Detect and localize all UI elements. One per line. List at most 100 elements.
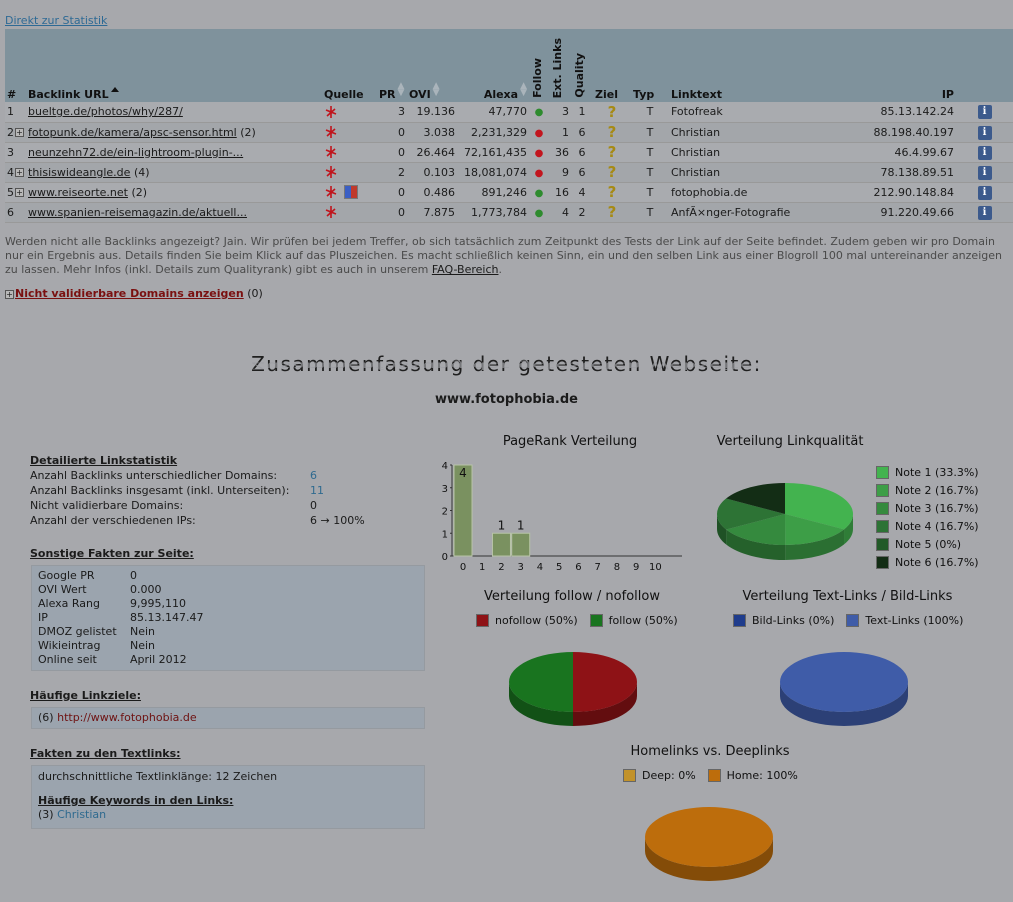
x-tick-label: 8 — [614, 562, 620, 573]
fact-value: 0.000 — [130, 583, 162, 596]
legend-label: Note 1 (33.3%) — [895, 465, 979, 479]
row-num: 4 + — [5, 162, 26, 183]
backlink-count: (4) — [133, 165, 150, 179]
bar-value-label: 4 — [459, 466, 467, 480]
x-tick-label: 6 — [575, 562, 581, 573]
expand-icon[interactable]: + — [15, 128, 24, 137]
fact-label: Online seit — [38, 653, 97, 666]
table-header-row: # Backlink URL Quelle PR▲ ▼ OVI▲ ▼ Alexa▲ ▼… — [5, 29, 1013, 102]
backlink-url[interactable]: www.spanien-reisemagazin.de/aktuell... — [28, 205, 247, 219]
pie-slice-side — [645, 837, 773, 881]
quality-pie-chart — [717, 483, 853, 560]
network-icon[interactable] — [324, 185, 338, 199]
target-help-icon[interactable]: ? — [607, 203, 617, 221]
pie-slice — [780, 652, 908, 712]
row-linktext: Christian — [669, 122, 794, 143]
row-linktext: Fotofreak — [669, 102, 794, 123]
row-ip: 91.220.49.66 — [794, 202, 956, 223]
table-row: 2 + fotopunk.de/kamera/apsc-sensor.html (2… — [5, 122, 1013, 143]
linkstat-value[interactable]: 11 — [310, 484, 324, 497]
network-icon[interactable] — [324, 145, 338, 159]
targets-box: (6) http://www.fotophobia.de — [31, 707, 425, 729]
pagerank-chart-title: PageRank Verteilung — [502, 434, 638, 449]
row-num: 1 — [5, 102, 26, 123]
row-alexa: 891,246 — [457, 182, 529, 203]
fact-row: DMOZ gelistet Nein — [38, 625, 203, 639]
target-help-icon[interactable]: ? — [607, 143, 617, 161]
col-alexa[interactable]: Alexa▲ ▼ — [483, 81, 527, 102]
col-ovi[interactable]: OVI▲ ▼ — [409, 81, 440, 102]
network-icon[interactable] — [324, 205, 338, 219]
row-quality: 1 — [571, 102, 593, 123]
pie-slice-side — [780, 682, 908, 726]
direct-to-stats-link[interactable]: Direkt zur Statistik — [5, 14, 108, 27]
sort-icon[interactable]: ▲ ▼ — [397, 81, 405, 98]
sort-icon[interactable]: ▲ ▼ — [432, 81, 440, 98]
row-linktext: Christian — [669, 142, 794, 163]
keyword-link[interactable]: Christian — [57, 808, 107, 821]
row-linktext: Christian — [669, 162, 794, 183]
expand-icon[interactable]: + — [15, 168, 24, 177]
y-tick-label: 4 — [442, 461, 448, 472]
faq-link[interactable]: FAQ-Bereich — [431, 263, 499, 276]
invalid-domains-toggle[interactable]: + Nicht validierbare Domains anzeigen (0) — [5, 287, 263, 300]
info-icon[interactable]: i — [977, 145, 992, 160]
backlink-notice: Werden nicht alle Backlinks angezeigt? J… — [5, 235, 1002, 276]
row-ip: 78.138.89.51 — [794, 162, 956, 183]
info-icon[interactable]: i — [977, 105, 992, 120]
linkstat-value[interactable]: 6 — [310, 469, 317, 482]
linkstat-heading: Detailierte Linkstatistik — [30, 454, 178, 467]
backlink-url[interactable]: neunzehn72.de/ein-lightroom-plugin-... — [28, 145, 244, 159]
legend-swatch — [733, 614, 746, 627]
expand-icon[interactable]: + — [15, 188, 24, 197]
sort-icon[interactable]: ▲ ▼ — [520, 81, 527, 98]
legend-item: Note 1 (33.3%) — [876, 463, 979, 481]
fact-row: Online seit April 2012 — [38, 653, 203, 667]
pie-slice — [785, 514, 845, 545]
row-typ: T — [631, 162, 669, 183]
linkstat-row: Nicht validierbare Domains: 0 — [30, 498, 365, 513]
info-icon[interactable]: i — [977, 185, 992, 200]
avg-length: durchschnittliche Textlinklänge: 12 Zeic… — [38, 770, 278, 783]
row-pr: 0 — [377, 182, 407, 203]
target-help-icon[interactable]: ? — [607, 123, 617, 141]
info-icon[interactable]: i — [977, 165, 992, 180]
backlink-url[interactable]: fotopunk.de/kamera/apsc-sensor.html — [28, 125, 237, 139]
target-help-icon[interactable]: ? — [607, 163, 617, 181]
row-num: 6 — [5, 202, 26, 223]
backlink-url[interactable]: www.reiseorte.net — [28, 185, 128, 199]
target-link[interactable]: http://www.fotophobia.de — [57, 711, 197, 724]
textbild-chart-title: Verteilung Text-Links / Bild-Links — [742, 589, 953, 604]
network-icon[interactable] — [324, 165, 338, 179]
legend-label: Note 6 (16.7%) — [895, 555, 979, 569]
keywords-heading: Häufige Keywords in den Links: — [38, 794, 234, 807]
backlink-url[interactable]: thisiswideangle.de — [28, 165, 131, 179]
target-help-icon[interactable]: ? — [607, 183, 617, 201]
pie-slice — [717, 498, 785, 530]
legend-item: nofollow (50%) — [476, 614, 578, 627]
sort-asc-icon[interactable] — [110, 87, 119, 92]
col-url[interactable]: Backlink URL — [26, 29, 322, 102]
target-help-icon[interactable]: ? — [607, 102, 617, 121]
table-row: 5 + www.reiseorte.net (2) 0 0.486 891,246 ● 16 4… — [5, 182, 1013, 203]
fact-row: OVI Wert 0.000 — [38, 583, 203, 597]
col-pr[interactable]: PR▲ ▼ — [379, 81, 405, 102]
fact-label: Wikieintrag — [38, 639, 101, 652]
google-icon[interactable] — [344, 185, 358, 199]
network-icon[interactable] — [324, 125, 338, 139]
pagerank-bar — [511, 532, 531, 557]
row-ovi: 19.136 — [407, 102, 457, 123]
legend-item: Note 4 (16.7%) — [876, 517, 979, 535]
row-ovi: 3.038 — [407, 122, 457, 143]
row-quality: 6 — [571, 142, 593, 163]
col-num: # — [7, 88, 17, 101]
backlink-url[interactable]: bueltge.de/photos/why/287/ — [28, 105, 183, 119]
bar-value-label: 1 — [498, 518, 506, 532]
legend-item: Note 6 (16.7%) — [876, 553, 979, 571]
col-extlinks: Ext. Links — [551, 37, 564, 98]
info-icon[interactable]: i — [977, 205, 992, 220]
fact-row: Google PR 0 — [38, 569, 203, 583]
expand-icon[interactable]: + — [5, 289, 14, 299]
network-icon[interactable] — [324, 105, 338, 119]
info-icon[interactable]: i — [977, 125, 992, 140]
